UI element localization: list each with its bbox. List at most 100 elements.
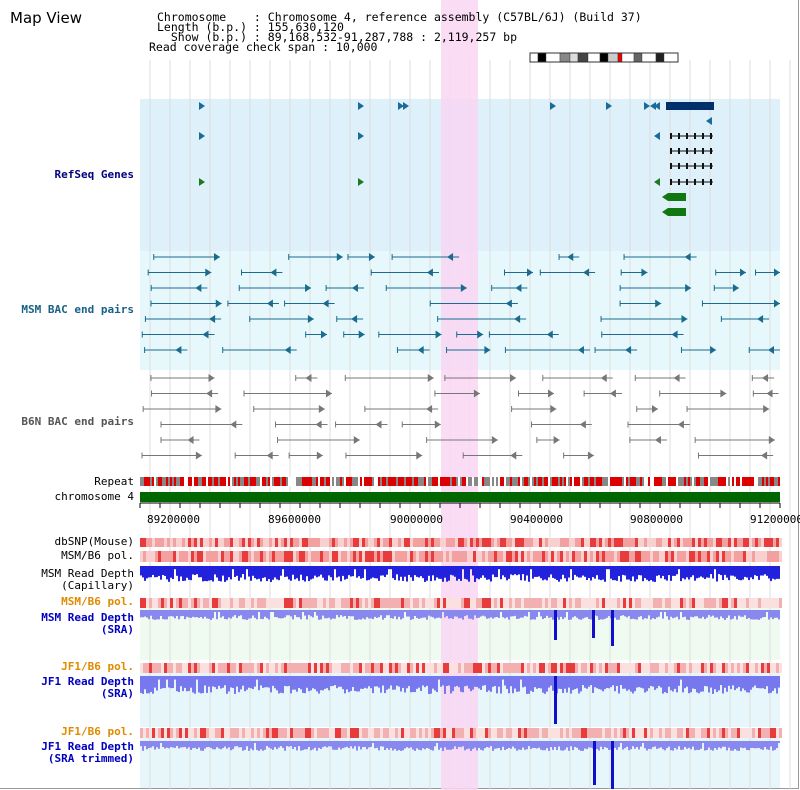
polymorphism-cell bbox=[617, 538, 620, 547]
read-depth-bar bbox=[218, 676, 220, 686]
polymorphism-cell bbox=[545, 663, 548, 673]
polymorphism-cell bbox=[344, 598, 347, 608]
read-depth-bar bbox=[360, 676, 362, 689]
polymorphism-cell bbox=[620, 598, 623, 608]
polymorphism-cell bbox=[161, 598, 164, 608]
track-label-jf1-depth-sra[interactable]: JF1 Read Depth bbox=[41, 675, 134, 688]
polymorphism-cell bbox=[482, 551, 485, 562]
track-label-msm-bac[interactable]: MSM BAC end pairs bbox=[21, 303, 134, 316]
read-depth-bar bbox=[490, 610, 492, 618]
read-depth-bar bbox=[332, 610, 334, 619]
polymorphism-cell bbox=[341, 538, 344, 547]
polymorphism-cell bbox=[539, 551, 542, 562]
repeat-block bbox=[650, 477, 652, 486]
refseq-gene-arrow bbox=[358, 102, 364, 110]
track-label-msm-b6-pol-sra[interactable]: MSM/B6 pol. bbox=[61, 595, 134, 608]
track-label-jf1-b6-pol[interactable]: JF1/B6 pol. bbox=[61, 660, 134, 673]
coverage-span-info: Read coverage check span : 10,000 bbox=[149, 40, 378, 54]
read-depth-bar bbox=[334, 566, 336, 570]
polymorphism-cell bbox=[509, 598, 512, 608]
read-depth-bar bbox=[734, 676, 736, 691]
repeat-block bbox=[206, 477, 208, 486]
read-depth-bar bbox=[718, 741, 720, 748]
track-label-refseq[interactable]: RefSeq Genes bbox=[54, 168, 134, 181]
track-label-b6n-bac[interactable]: B6N BAC end pairs bbox=[21, 415, 134, 428]
polymorphism-cell bbox=[590, 663, 593, 673]
track-label-jf1-depth-sra-sub[interactable]: (SRA) bbox=[100, 687, 134, 700]
polymorphism-cell bbox=[242, 663, 245, 673]
polymorphism-cell bbox=[392, 598, 395, 608]
read-depth-bar bbox=[398, 610, 400, 617]
read-depth-bar bbox=[662, 676, 664, 694]
read-depth-bar bbox=[550, 741, 552, 748]
polymorphism-cell bbox=[752, 663, 755, 673]
read-depth-bar bbox=[310, 676, 312, 691]
read-depth-bar bbox=[492, 566, 494, 575]
read-depth-bar bbox=[178, 566, 180, 582]
repeat-block bbox=[724, 477, 726, 486]
track-label-msm-depth-sra[interactable]: MSM Read Depth bbox=[41, 611, 134, 624]
read-depth-bar bbox=[566, 676, 568, 693]
polymorphism-cell bbox=[497, 728, 500, 738]
read-depth-bar bbox=[464, 741, 466, 751]
read-depth-bar bbox=[194, 741, 196, 748]
read-depth-bar bbox=[248, 676, 250, 688]
b6n-bac-pair bbox=[315, 420, 322, 429]
polymorphism-cell bbox=[731, 663, 734, 673]
track-label-jf1-depth-trim-sub[interactable]: (SRA trimmed) bbox=[47, 752, 134, 765]
read-depth-bar bbox=[232, 610, 234, 617]
polymorphism-cell bbox=[428, 538, 431, 547]
polymorphism-cell bbox=[629, 538, 632, 547]
read-depth-bar bbox=[482, 676, 484, 686]
read-depth-bar bbox=[190, 741, 192, 750]
polymorphism-cell bbox=[515, 598, 518, 608]
read-depth-bar bbox=[476, 566, 478, 579]
read-depth-bar bbox=[438, 676, 440, 680]
read-depth-bar bbox=[368, 610, 370, 619]
track-label-msm-depth-sra-sub[interactable]: (SRA) bbox=[100, 623, 134, 636]
track-label-jf1-depth-trim[interactable]: JF1 Read Depth bbox=[41, 740, 134, 753]
track-label-jf1-b6-pol-trim[interactable]: JF1/B6 pol. bbox=[61, 725, 134, 738]
read-depth-bar bbox=[494, 566, 496, 578]
read-depth-bar bbox=[550, 566, 552, 575]
polymorphism-cell bbox=[290, 728, 293, 738]
b6n-bac-pair bbox=[553, 436, 560, 444]
polymorphism-cell bbox=[374, 728, 377, 738]
read-depth-bar bbox=[214, 566, 216, 575]
read-depth-bar bbox=[552, 566, 554, 578]
read-depth-bar bbox=[160, 566, 162, 580]
read-depth-bar bbox=[634, 610, 636, 620]
read-depth-bar bbox=[140, 610, 142, 618]
read-depth-bar bbox=[370, 610, 372, 619]
repeat-block bbox=[726, 477, 728, 486]
polymorphism-cell bbox=[671, 598, 674, 608]
read-depth-bar bbox=[448, 741, 450, 750]
read-depth-bar bbox=[196, 566, 198, 575]
read-depth-bar bbox=[386, 741, 388, 749]
read-depth-bar bbox=[534, 676, 536, 688]
read-depth-bar bbox=[296, 676, 298, 692]
polymorphism-cell bbox=[587, 598, 590, 608]
read-depth-bar bbox=[380, 676, 382, 693]
read-depth-bar bbox=[450, 741, 452, 750]
read-depth-bar bbox=[410, 741, 412, 748]
read-depth-bar bbox=[622, 566, 624, 575]
read-depth-bar bbox=[416, 676, 418, 689]
read-depth-bar bbox=[414, 676, 416, 693]
repeat-block bbox=[574, 477, 576, 486]
polymorphism-cell bbox=[632, 538, 635, 547]
polymorphism-cell bbox=[737, 728, 740, 738]
repeat-block bbox=[212, 477, 214, 486]
read-depth-bar bbox=[772, 741, 774, 751]
read-depth-bar bbox=[200, 741, 202, 751]
read-depth-bar bbox=[564, 566, 566, 579]
read-depth-bar bbox=[638, 676, 640, 688]
polymorphism-cell bbox=[476, 663, 479, 673]
polymorphism-cell bbox=[386, 538, 389, 547]
read-depth-bar bbox=[390, 610, 392, 619]
read-depth-bar bbox=[246, 610, 248, 620]
polymorphism-cell bbox=[479, 728, 482, 738]
polymorphism-cell bbox=[479, 598, 482, 608]
repeat-block bbox=[722, 477, 724, 486]
